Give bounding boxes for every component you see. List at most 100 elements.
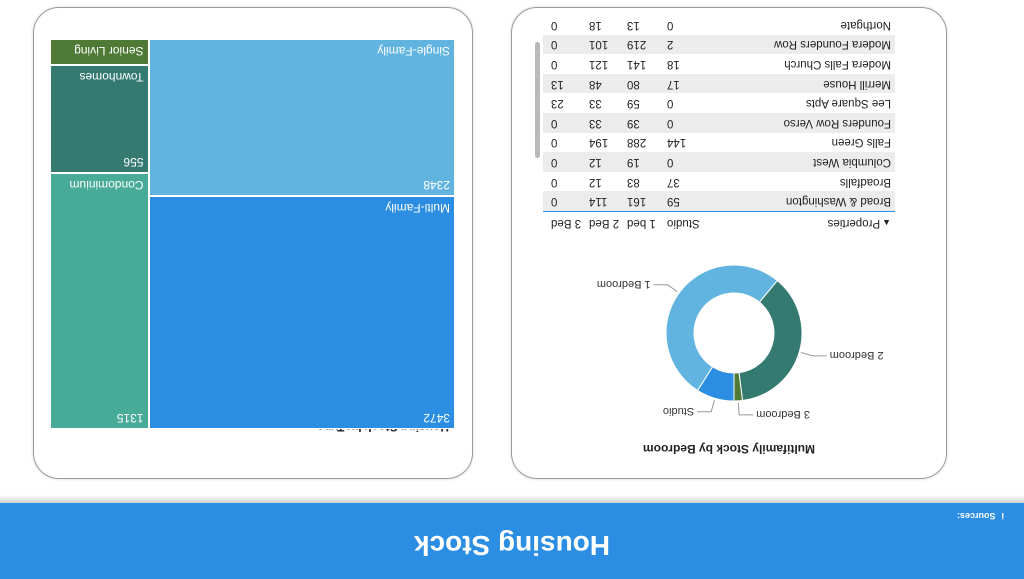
studio-count: 59 [667,195,680,208]
column-header-2-bed[interactable]: 2 Bed [589,217,620,229]
one-bed-count: 59 [627,97,640,110]
one-bed-count: 39 [627,116,640,129]
two-bed-count: 194 [589,136,609,149]
three-bed-count: 23 [551,97,564,110]
three-bed-count: 0 [551,175,558,188]
column-header-3-bed[interactable]: 3 Bed [551,217,582,229]
donut-slice-1-bedroom[interactable] [665,264,779,392]
donut-label: 3 Bedroom [756,408,810,420]
studio-count: 144 [667,136,687,149]
treemap-tile-value: 2348 [423,178,450,193]
treemap-tile-label: Multi-Family [385,201,450,216]
table-row[interactable]: Falls Green 144 288 194 0 [543,133,895,153]
table-row[interactable]: Modera Founders Row 2 219 101 0 [543,34,895,55]
header-bar: Housing Stock i Sources: [0,503,1024,579]
treemap-tile-senior-living[interactable]: Senior Living [50,39,149,65]
donut-label: 2 Bedroom [830,349,884,361]
one-bed-count: 288 [627,136,647,149]
donut-label: Studio [663,405,694,417]
treemap-tile-value: 3472 [423,411,450,425]
property-name: Modera Falls Church [784,58,891,71]
donut-slice-3-bedroom[interactable] [733,372,744,402]
treemap-tile-single-family[interactable]: Single-Family 2348 [148,39,455,197]
three-bed-count: 0 [551,136,558,149]
two-bed-count: 121 [589,58,609,71]
column-header-1-bed[interactable]: 1 bed [627,217,656,229]
three-bed-count: 0 [551,116,558,129]
property-name: Founders Row Verso [783,116,891,129]
three-bed-count: 0 [551,195,558,208]
multifamily-chart-title: Multifamily Stock by Bedroom [642,442,816,456]
donut-leader-line [653,284,678,293]
one-bed-count: 19 [627,156,640,169]
one-bed-count: 141 [627,58,647,71]
studio-count: 37 [667,175,680,188]
one-bed-count: 161 [627,195,647,208]
table-row[interactable]: Broad & Washington 59 161 114 0 [543,191,895,211]
one-bed-count: 83 [627,175,640,188]
three-bed-count: 0 [551,18,558,31]
studio-count: 0 [667,18,674,31]
one-bed-count: 219 [627,38,647,51]
treemap-tile-value: 556 [123,155,144,170]
treemap-tile-label: Single-Family [377,44,450,59]
table-scrollbar[interactable] [535,42,540,158]
treemap-tile-townhomes[interactable]: Townhomes 556 [50,65,149,174]
three-bed-count: 0 [551,58,558,71]
studio-count: 0 [667,116,674,129]
property-name: Northgate [840,18,891,31]
property-name: Broadfalls [839,175,891,188]
donut-leader-line [697,400,715,413]
two-bed-count: 12 [589,156,602,169]
three-bed-count: 0 [551,156,558,169]
donut-svg: Studio 1 Bedroom 2 Bedroom 3 Bedroom [597,264,884,420]
table-row[interactable]: Columbia West 0 19 12 0 [543,152,895,172]
column-header-studio[interactable]: Studio [667,217,700,229]
bedroom-donut-chart[interactable]: Studio 1 Bedroom 2 Bedroom 3 Bedroom [512,228,946,438]
page-title: Housing Stock [414,530,611,561]
property-name: Columbia West [813,156,891,169]
sources-label[interactable]: i Sources: [957,511,1004,521]
table-header: ▲Properties Studio 1 bed 2 Bed 3 Bed [543,211,895,234]
multifamily-card: Multifamily Stock by Bedroom Studio 1 Bed… [511,7,947,479]
header-shadow [0,495,1024,503]
treemap-tile-condominium[interactable]: Condominium 1315 [50,173,149,429]
table-row[interactable]: Merrill House 17 80 48 13 [543,73,895,94]
property-name: Merrill House [823,77,891,90]
housing-type-treemap: Multi-Family 3472 Single-Family 2348 Condomi… [50,39,455,429]
info-icon[interactable]: i [1001,511,1004,521]
three-bed-count: 13 [551,77,564,90]
two-bed-count: 114 [589,195,608,208]
studio-count: 2 [667,38,674,51]
treemap-tile-label: Condominium [69,178,144,193]
sources-text: Sources: [956,511,996,521]
three-bed-count: 0 [551,38,558,51]
studio-count: 0 [667,97,674,110]
property-name: Broad & Washington [785,195,891,208]
one-bed-count: 13 [627,18,640,31]
table-body: Broad & Washington 59 161 114 0 Broadfalls 37 8… [543,15,895,211]
donut-leader-line [737,402,754,416]
table-row[interactable]: Founders Row Verso 0 39 33 0 [543,113,895,133]
treemap-tile-label: Townhomes [79,70,144,85]
two-bed-count: 48 [589,77,602,90]
two-bed-count: 18 [589,18,602,31]
two-bed-count: 33 [589,97,602,110]
donut-slice-2-bedroom[interactable] [738,279,803,402]
property-name: Modera Founders Row [774,38,891,51]
treemap-tile-label: Senior Living [74,44,144,58]
two-bed-count: 33 [589,116,602,129]
studio-count: 18 [667,58,680,71]
table-row[interactable]: Lee Square Apts 0 59 33 23 [543,93,895,113]
properties-table: ▲Properties Studio 1 bed 2 Bed 3 Bed Bro… [543,15,895,234]
table-row[interactable]: Modera Falls Church 18 141 121 0 [543,54,895,74]
one-bed-count: 80 [627,77,640,90]
column-header-properties[interactable]: ▲Properties [827,217,891,229]
table-row[interactable]: Broadfalls 37 83 12 0 [543,172,895,192]
treemap-tile-value: 1315 [116,411,144,425]
sort-ascending-icon[interactable]: ▲ [882,218,891,228]
studio-count: 17 [667,77,680,90]
treemap-tile-multi-family[interactable]: Multi-Family 3472 [148,196,455,429]
table-row[interactable]: Northgate 0 13 18 0 [543,15,895,35]
